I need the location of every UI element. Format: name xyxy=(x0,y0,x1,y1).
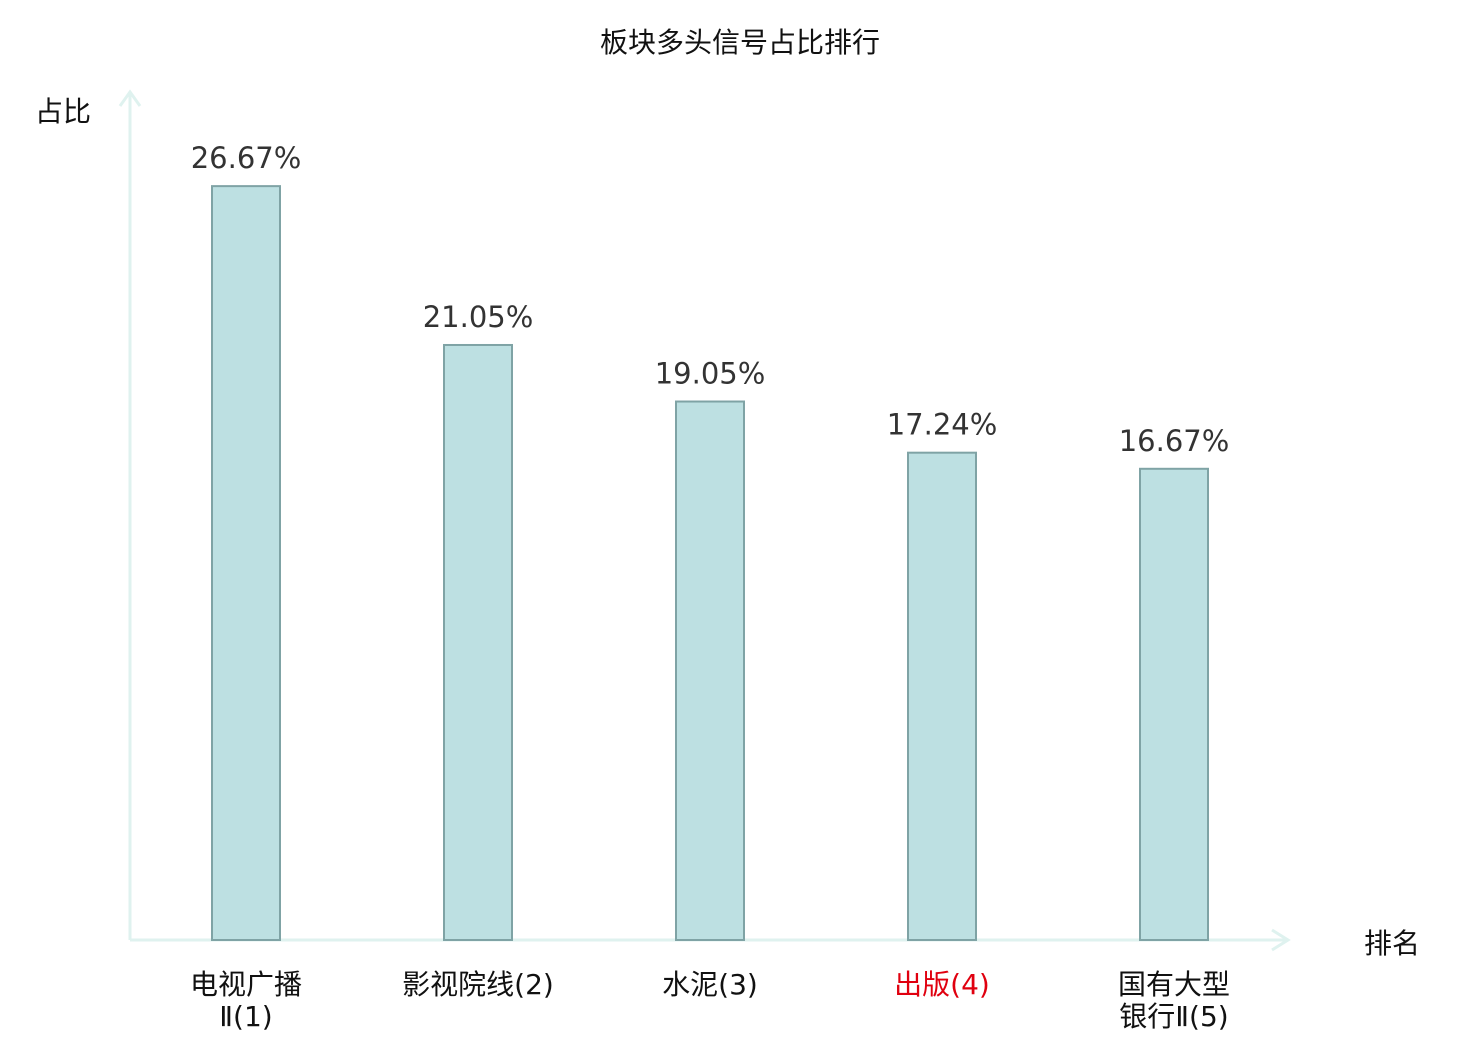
x-tick-label: 国有大型 xyxy=(1118,968,1230,1001)
bar-value-label: 16.67% xyxy=(1119,424,1230,458)
bar-value-label: 21.05% xyxy=(423,300,534,334)
value-labels-group: 26.67% 21.05% 19.05% 17.24% 16.67% xyxy=(191,141,1230,458)
x-tick-label: 影视院线(2) xyxy=(402,968,554,1001)
y-axis-label: 占比 xyxy=(35,95,91,128)
chart-title: 板块多头信号占比排行 xyxy=(600,26,880,59)
x-tick-label: 出版(4) xyxy=(894,968,990,1001)
bar-value-label: 19.05% xyxy=(655,357,766,391)
x-tick-label: Ⅱ(1) xyxy=(219,1000,272,1033)
x-axis-label: 排名 xyxy=(1364,927,1420,960)
x-axis-arrow xyxy=(1271,928,1291,952)
bar xyxy=(675,400,745,941)
x-tick-label: 电视广播 xyxy=(190,968,302,1001)
bar-value-label: 26.67% xyxy=(191,141,302,175)
bar xyxy=(443,343,513,941)
x-tick-label: 水泥(3) xyxy=(662,968,758,1001)
x-tick-label: 银行Ⅱ(5) xyxy=(1119,1000,1228,1033)
x-axis: 排名 xyxy=(130,927,1420,960)
bar-value-label: 17.24% xyxy=(887,408,998,442)
y-axis-arrow xyxy=(118,89,142,107)
bar xyxy=(907,451,977,941)
bar xyxy=(1139,467,1209,941)
bars-group xyxy=(211,185,1209,942)
y-axis: 占比 xyxy=(35,89,142,940)
bar xyxy=(211,185,281,942)
